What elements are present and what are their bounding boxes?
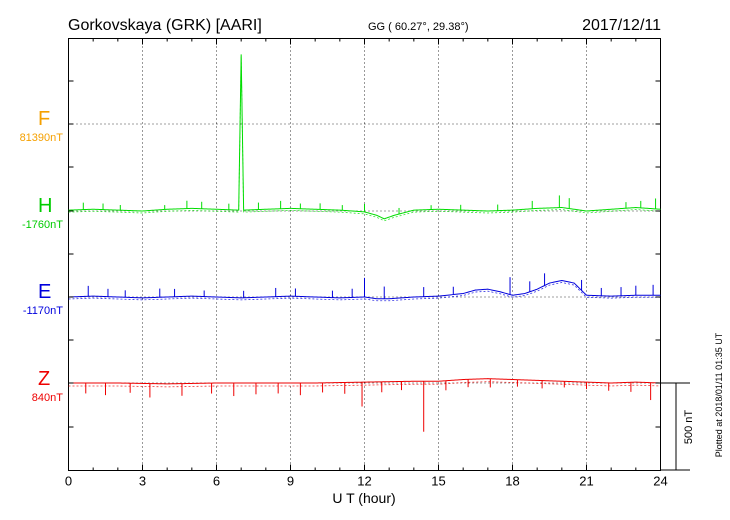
plotted-timestamp: Plotted at 2018/01/11 01:35 UT — [714, 332, 724, 457]
series-line-Z — [68, 378, 661, 385]
x-tick-label: 9 — [287, 474, 294, 489]
date-label: 2017/12/11 — [582, 17, 661, 34]
series-label-E: E — [38, 281, 51, 303]
x-tick-label: 6 — [213, 474, 220, 489]
x-tick-label: 3 — [139, 474, 146, 489]
series-label-H: H — [38, 195, 52, 217]
x-tick-label: 24 — [653, 474, 667, 489]
x-tick-label: 15 — [431, 474, 445, 489]
baseline-label-E: -1170nT — [23, 305, 63, 317]
x-axis-title: U T (hour) — [332, 490, 395, 506]
series-reference-Z — [68, 381, 661, 388]
x-tick-label: 12 — [357, 474, 371, 489]
baseline-label-Z: 840nT — [32, 392, 63, 404]
series-label-Z: Z — [38, 368, 50, 390]
scale-bar-label: 500 nT — [683, 410, 695, 445]
x-tick-label: 0 — [65, 474, 72, 489]
grid — [68, 38, 661, 471]
x-tick-label: 18 — [505, 474, 519, 489]
baseline-label-H: -1760nT — [22, 219, 63, 231]
series-group — [68, 54, 661, 432]
series-reference-E — [68, 282, 661, 302]
station-coordinates: GG ( 60.27°, 29.38°) — [368, 21, 469, 33]
x-axis: 0 3 6 9 12 15 18 21 24 — [65, 38, 668, 489]
scale-bar: 500 nT — [660, 382, 695, 471]
x-tick-label: 21 — [579, 474, 593, 489]
series-label-F: F — [38, 108, 50, 130]
baseline-label-F: 81390nT — [20, 132, 64, 144]
station-title: Gorkovskaya (GRK) [AARI] — [68, 17, 262, 34]
